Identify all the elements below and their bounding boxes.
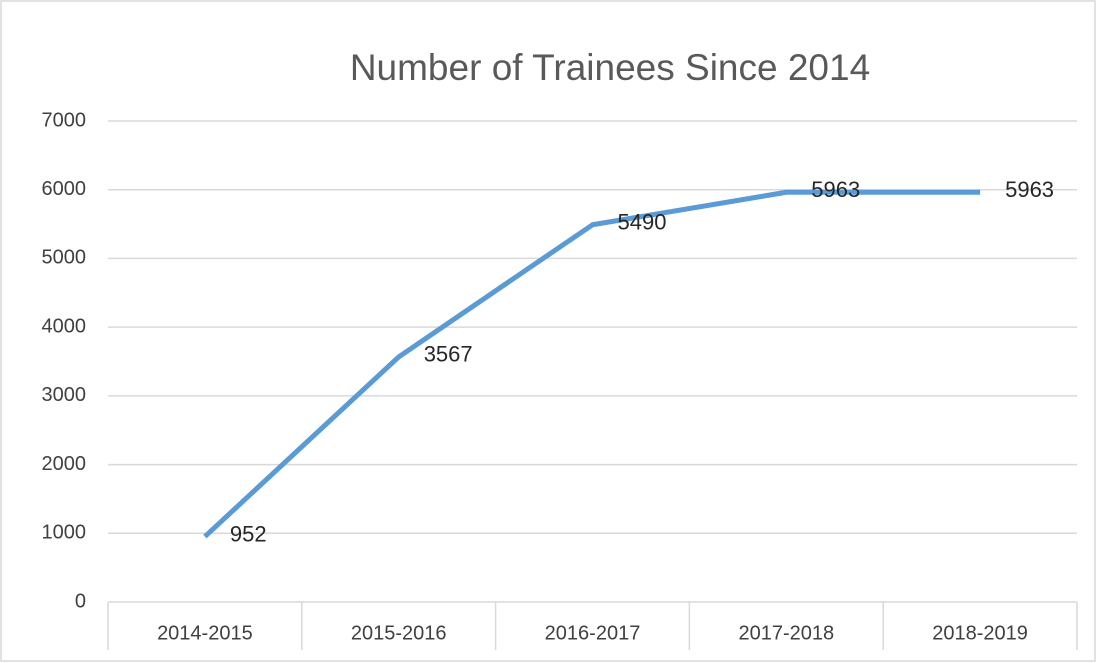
y-tick-label: 2000 — [42, 453, 87, 475]
chart-title: Number of Trainees Since 2014 — [350, 47, 870, 88]
data-label: 5963 — [1005, 177, 1054, 202]
data-line — [203, 189, 981, 539]
y-tick-label: 5000 — [42, 247, 87, 269]
x-tick-label: 2014-2015 — [157, 622, 253, 644]
y-tick-label: 4000 — [42, 315, 87, 337]
x-tick-label: 2016-2017 — [545, 622, 641, 644]
data-label: 5490 — [618, 210, 667, 235]
y-tick-label: 3000 — [42, 384, 87, 406]
y-tick-label: 7000 — [42, 109, 87, 131]
x-tick-label: 2018-2019 — [932, 622, 1028, 644]
y-tick-label: 1000 — [42, 522, 87, 544]
data-label: 5963 — [811, 177, 860, 202]
y-tick-label: 0 — [75, 590, 86, 612]
y-tick-label: 6000 — [42, 178, 87, 200]
x-tick-label: 2015-2016 — [351, 622, 447, 644]
data-label: 952 — [230, 521, 267, 546]
x-tick-label: 2017-2018 — [738, 622, 834, 644]
data-label: 3567 — [424, 342, 473, 367]
